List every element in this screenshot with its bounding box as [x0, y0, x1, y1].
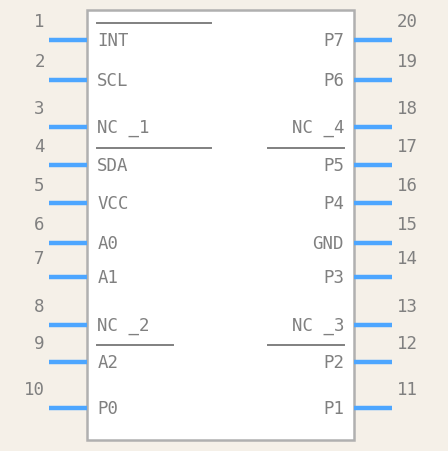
- Text: 12: 12: [396, 334, 418, 352]
- Text: GND: GND: [313, 235, 344, 253]
- Text: 3: 3: [34, 100, 45, 118]
- Text: 17: 17: [396, 138, 418, 156]
- Text: P3: P3: [323, 268, 344, 286]
- Text: 11: 11: [396, 380, 418, 398]
- Text: P6: P6: [323, 71, 344, 89]
- Text: 16: 16: [396, 176, 418, 194]
- Text: P7: P7: [323, 32, 344, 50]
- Text: INT: INT: [97, 32, 129, 50]
- Text: NC _2: NC _2: [97, 316, 150, 334]
- Text: 15: 15: [396, 216, 418, 234]
- Text: 14: 14: [396, 249, 418, 267]
- Text: P0: P0: [97, 399, 118, 417]
- Text: 6: 6: [34, 216, 45, 234]
- Text: 20: 20: [396, 13, 418, 31]
- Text: P1: P1: [323, 399, 344, 417]
- Text: NC _3: NC _3: [292, 316, 344, 334]
- Text: 5: 5: [34, 176, 45, 194]
- Text: 9: 9: [34, 334, 45, 352]
- Text: 1: 1: [34, 13, 45, 31]
- Text: 19: 19: [396, 53, 418, 71]
- Text: 18: 18: [396, 100, 418, 118]
- Text: SDA: SDA: [97, 156, 129, 175]
- Text: 4: 4: [34, 138, 45, 156]
- Text: NC _1: NC _1: [97, 119, 150, 137]
- Text: A1: A1: [97, 268, 118, 286]
- Text: VCC: VCC: [97, 195, 129, 213]
- Text: NC _4: NC _4: [292, 119, 344, 137]
- Text: 10: 10: [24, 380, 45, 398]
- Text: 2: 2: [34, 53, 45, 71]
- Text: 8: 8: [34, 297, 45, 315]
- Bar: [87, 11, 354, 440]
- Text: P2: P2: [323, 353, 344, 371]
- Text: SCL: SCL: [97, 71, 129, 89]
- Text: A0: A0: [97, 235, 118, 253]
- Text: P4: P4: [323, 195, 344, 213]
- Text: 7: 7: [34, 249, 45, 267]
- Text: A2: A2: [97, 353, 118, 371]
- Text: P5: P5: [323, 156, 344, 175]
- Text: 13: 13: [396, 297, 418, 315]
